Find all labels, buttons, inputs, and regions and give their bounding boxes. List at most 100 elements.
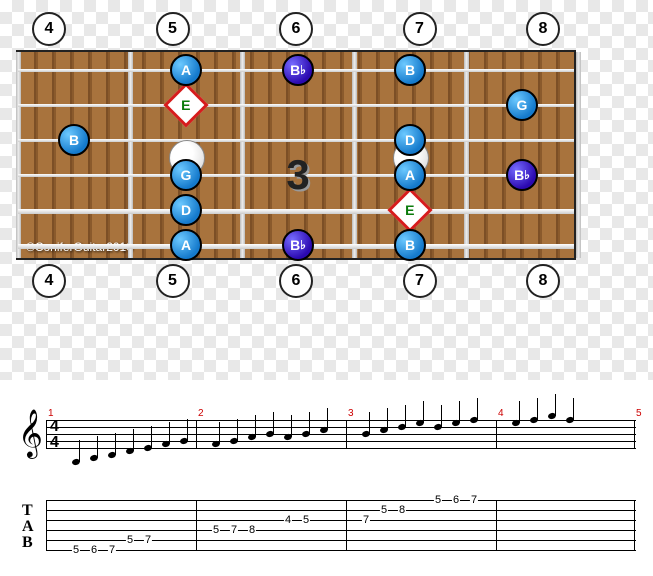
fret-number-row-bottom: 45678 [16,264,576,298]
stem [327,408,328,430]
note-marker: B [394,229,426,261]
tab-fret-number: 4 [284,514,292,526]
note-marker: D [170,194,202,226]
note-marker: B♭ [506,159,538,191]
string [18,209,574,214]
stem [151,426,152,448]
staff-line [46,427,636,428]
fret-number: 8 [526,12,560,46]
barline [46,500,47,550]
fret-number: 8 [526,264,560,298]
stem [219,422,220,444]
stem [369,412,370,434]
fret-wire [240,52,245,258]
tab-fret-number: 6 [452,494,460,506]
stem [573,398,574,420]
stem [387,408,388,430]
tab-fret-number: 5 [212,524,220,536]
fret-number: 4 [32,264,66,298]
tab-fret-number: 7 [144,534,152,546]
note-marker: B♭ [282,54,314,86]
tab-fret-number: 8 [248,524,256,536]
tab-line [46,510,636,511]
tab-line [46,530,636,531]
fret-number: 7 [403,264,437,298]
stem [255,415,256,437]
fret-number: 7 [403,12,437,46]
fret-wire [464,52,469,258]
tab-fret-number: 8 [398,504,406,516]
note-marker: A [394,159,426,191]
staff-line [46,441,636,442]
barline [46,420,47,448]
tab-fret-number: 5 [126,534,134,546]
music-notation: 𝄞44TAB123455675757845758567 [16,410,636,560]
tab-fret-number: 5 [434,494,442,506]
bar-number: 5 [636,408,642,419]
stem [555,394,556,416]
bar-number: 1 [48,408,54,419]
stem [115,433,116,455]
tab-fret-number: 5 [302,514,310,526]
bar-number: 4 [498,408,504,419]
staff-line [46,434,636,435]
position-number: 3 [286,151,309,199]
barline [496,500,497,550]
note-marker: G [506,89,538,121]
barline [496,420,497,448]
tab-fret-number: 7 [108,544,116,556]
fret-wire [16,52,21,258]
note-marker: A [170,54,202,86]
stem [187,419,188,441]
barline [634,420,635,448]
stem [519,401,520,423]
stem [273,412,274,434]
tab-fret-number: 7 [362,514,370,526]
tab-fret-number: 5 [380,504,388,516]
stem [537,398,538,420]
treble-clef: 𝄞 [18,412,43,454]
tab-label: B [22,534,33,552]
fret-number-row-top: 4 5 6 7 8 [16,12,576,46]
fret-number: 5 [156,12,190,46]
barline [346,500,347,550]
tab-line [46,550,636,551]
string [18,104,574,107]
fret-number: 6 [279,12,313,46]
note-marker: B [394,54,426,86]
stem [291,415,292,437]
stem [405,405,406,427]
stem [459,401,460,423]
tab-line [46,500,636,501]
fret-number: 4 [32,12,66,46]
fret-wire [576,52,581,258]
note-marker: D [394,124,426,156]
stem [237,419,238,441]
timesig-bot: 4 [50,434,59,452]
barline [196,420,197,448]
bar-number: 3 [348,408,354,419]
stem [79,440,80,462]
fret-number: 5 [156,264,190,298]
fretboard-diagram: 45678 ©ConiferGuitar2010 3EEAB♭BGBDGAB♭D… [16,12,576,298]
barline [196,500,197,550]
note-marker: B [58,124,90,156]
stem [169,422,170,444]
stem [133,429,134,451]
note-marker: B♭ [282,229,314,261]
string [18,139,574,142]
barline [634,500,635,550]
root-note-marker: E [163,82,208,127]
tab-fret-number: 6 [90,544,98,556]
stem [477,398,478,420]
tab-fret-number: 7 [470,494,478,506]
bar-number: 2 [198,408,204,419]
stem [97,436,98,458]
stem [423,401,424,423]
fret-wire [128,52,133,258]
staff-line [46,448,636,449]
root-note-marker: E [387,187,432,232]
fret-wire [352,52,357,258]
tab-fret-number: 5 [72,544,80,556]
tab-fret-number: 7 [230,524,238,536]
